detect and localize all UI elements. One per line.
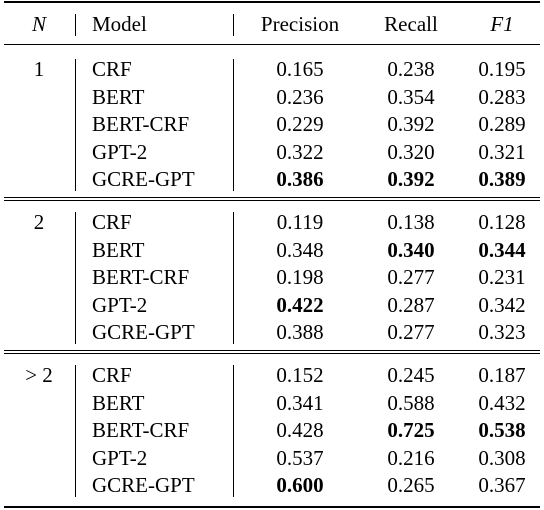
f1-value-cell: 0.289 [478,112,526,136]
recall-value-cell: 0.216 [387,445,435,470]
f1-value-cell: 0.308 [478,445,526,470]
f1-value-cell: 0.321 [478,139,526,164]
precision-value-cell: 0.537 [276,445,324,470]
header-rule [4,44,540,45]
header-separator-1 [75,14,76,36]
group-n-label: > 2 [25,363,53,387]
recall-value-cell: 0.340 [387,237,435,262]
header-n: N [31,12,46,36]
results-table: N Model Precision Recall F1 1 CRF 0.165 0.2… [4,0,540,510]
header-model: Model [92,12,147,36]
f1-value-cell: 0.323 [478,320,526,344]
recall-value-cell: 0.138 [387,210,435,234]
model-name-cell: BERT [92,237,145,262]
model-name-cell: BERT [92,84,145,109]
model-name-cell: GCRE-GPT [92,473,195,497]
header-separator-2 [233,14,234,36]
precision-value-cell: 0.428 [276,418,324,442]
recall-value-cell: 0.238 [387,57,435,81]
model-name-cell: CRF [92,210,132,234]
model-name-cell: GPT-2 [92,292,148,317]
group-separator-1 [75,365,76,497]
model-name-cell: CRF [92,363,132,387]
f1-value-cell: 0.342 [478,292,526,317]
f1-value-cell: 0.367 [478,473,526,497]
f1-value-cell: 0.187 [478,363,526,387]
recall-value-cell: 0.277 [387,265,435,289]
model-name-cell: CRF [92,57,132,81]
group-divider-rule [4,353,540,354]
model-name-cell: GCRE-GPT [92,320,195,344]
group-n-label: 2 [33,210,45,234]
f1-value-cell: 0.538 [478,418,526,442]
precision-value-cell: 0.236 [276,84,324,109]
precision-value-cell: 0.322 [276,139,324,164]
model-name-cell: BERT [92,390,145,415]
group-divider-rule [4,350,540,351]
group-separator-1 [75,212,76,344]
f1-value-cell: 0.432 [478,390,526,415]
precision-value-cell: 0.341 [276,390,324,415]
recall-value-cell: 0.725 [387,418,435,442]
model-name-cell: BERT-CRF [92,112,190,136]
precision-value-cell: 0.422 [276,292,324,317]
precision-value-cell: 0.388 [276,320,324,344]
precision-value-cell: 0.198 [276,265,324,289]
f1-value-cell: 0.283 [478,84,526,109]
precision-value-cell: 0.600 [276,473,324,497]
f1-value-cell: 0.128 [478,210,526,234]
f1-value-cell: 0.195 [478,57,526,81]
precision-value-cell: 0.119 [276,210,324,234]
model-name-cell: GPT-2 [92,445,148,470]
recall-value-cell: 0.392 [387,112,435,136]
f1-value-cell: 0.389 [478,167,526,191]
f1-value-cell: 0.231 [478,265,526,289]
recall-value-cell: 0.588 [387,390,435,415]
precision-value-cell: 0.348 [276,237,324,262]
recall-value-cell: 0.287 [387,292,435,317]
header-precision: Precision [260,12,340,36]
group-separator-1 [75,59,76,191]
group-divider-rule [4,197,540,198]
model-name-cell: GCRE-GPT [92,167,195,191]
top-rule [4,1,540,3]
group-separator-2 [233,365,234,497]
header-f1: F1 [490,12,514,36]
group-divider-rule [4,200,540,201]
header-recall: Recall [384,12,438,36]
recall-value-cell: 0.320 [387,139,435,164]
f1-value-cell: 0.344 [478,237,526,262]
model-name-cell: GPT-2 [92,139,148,164]
group-n-label: 1 [33,57,45,81]
precision-value-cell: 0.229 [276,112,324,136]
bottom-rule [4,506,540,508]
precision-value-cell: 0.152 [276,363,324,387]
model-name-cell: BERT-CRF [92,265,190,289]
group-separator-2 [233,212,234,344]
recall-value-cell: 0.354 [387,84,435,109]
recall-value-cell: 0.265 [387,473,435,497]
recall-value-cell: 0.277 [387,320,435,344]
precision-value-cell: 0.165 [276,57,324,81]
precision-value-cell: 0.386 [276,167,324,191]
model-name-cell: BERT-CRF [92,418,190,442]
group-separator-2 [233,59,234,191]
recall-value-cell: 0.392 [387,167,435,191]
recall-value-cell: 0.245 [387,363,435,387]
